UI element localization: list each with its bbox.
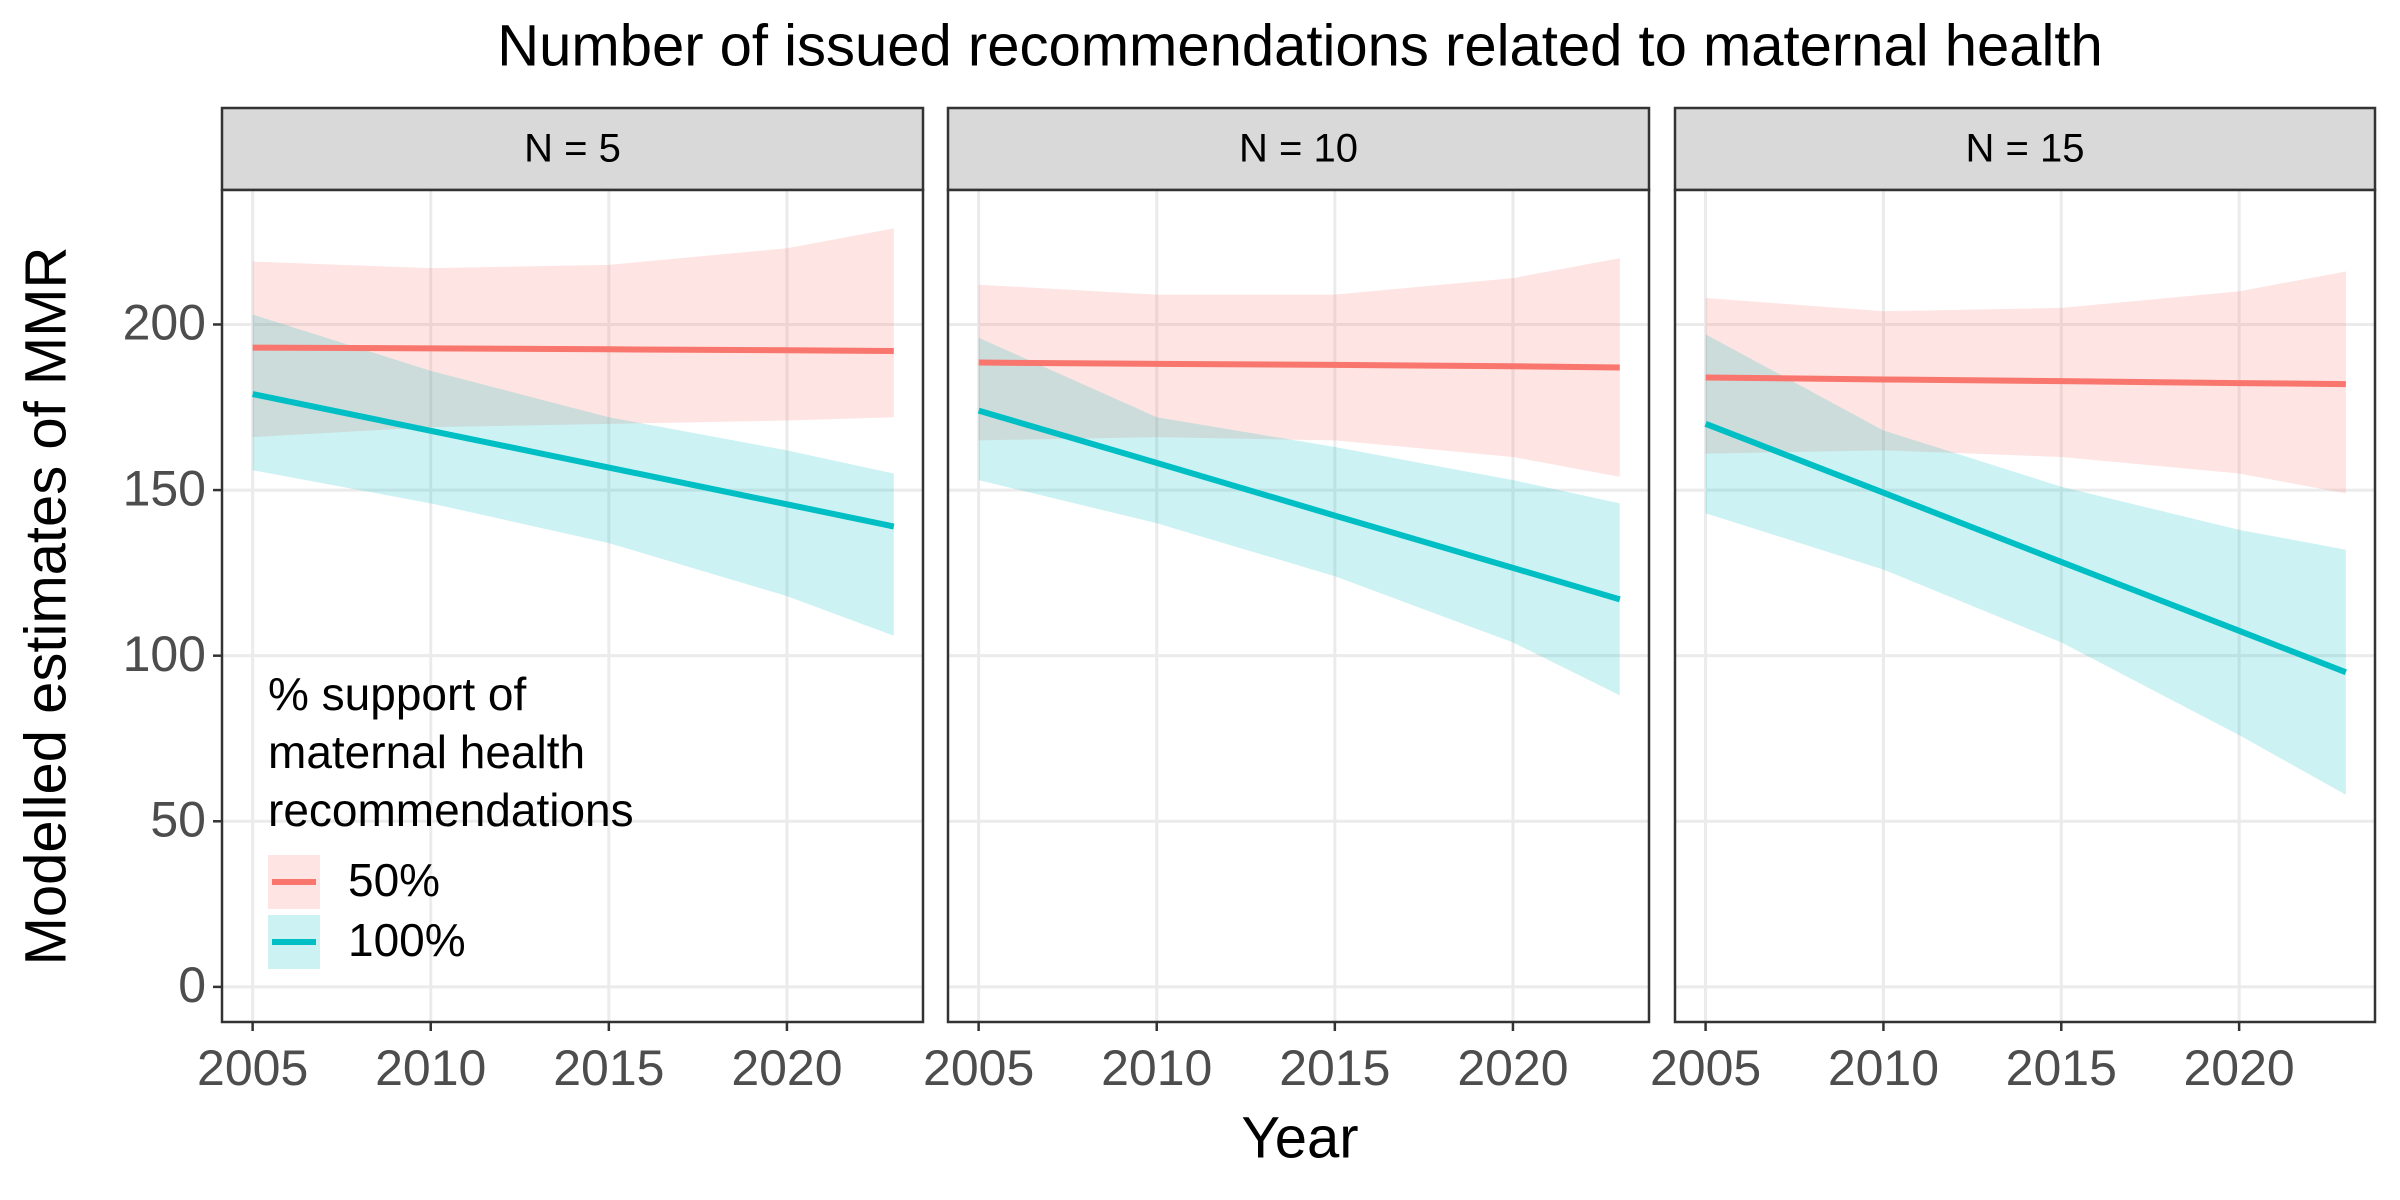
trend-line — [1705, 374, 2346, 388]
x-tick-label: 2020 — [1457, 1040, 1568, 1096]
trend-line — [977, 407, 1621, 603]
y-tick-label: 50 — [150, 791, 206, 847]
confidence-ribbon — [978, 337, 1620, 696]
legend-label: 50% — [348, 854, 440, 906]
x-tick-label: 2020 — [731, 1040, 842, 1096]
y-axis-title: Modelled estimates of MMR — [13, 247, 78, 966]
panel-background — [222, 190, 923, 1022]
x-tick-label: 2010 — [375, 1040, 486, 1096]
trend-line — [1704, 421, 2347, 676]
x-tick-label: 2015 — [2006, 1040, 2117, 1096]
panel-background — [948, 190, 1649, 1022]
trend-line — [252, 344, 894, 354]
legend-title: maternal health — [268, 726, 585, 778]
y-tick-label: 150 — [123, 460, 206, 516]
trend-line — [252, 391, 895, 530]
facet-strip — [946, 106, 1651, 192]
x-tick-label: 2010 — [1101, 1040, 1212, 1096]
legend-title: % support of — [268, 668, 526, 720]
x-tick-label: 2015 — [1279, 1040, 1390, 1096]
legend-title: recommendations — [268, 784, 634, 836]
x-tick-label: 2005 — [923, 1040, 1034, 1096]
panel-border — [946, 188, 1651, 1024]
trend-line — [978, 359, 1620, 371]
panel-border — [1673, 188, 2377, 1024]
x-tick-label: 2010 — [1828, 1040, 1939, 1096]
x-tick-label: 2020 — [2184, 1040, 2295, 1096]
legend-label: 100% — [348, 914, 466, 966]
confidence-ribbon — [1705, 334, 2346, 795]
panel-border — [220, 188, 925, 1024]
facet-label: N = 15 — [1966, 127, 2085, 171]
x-tick-label: 2005 — [197, 1040, 308, 1096]
x-axis-title: Year — [1241, 1105, 1358, 1170]
facet-strip — [220, 106, 925, 192]
x-tick-label: 2005 — [1650, 1040, 1761, 1096]
facet-label: N = 5 — [524, 127, 621, 171]
y-tick-label: 0 — [178, 957, 206, 1013]
panel-background — [1675, 190, 2375, 1022]
facet-label: N = 10 — [1239, 127, 1358, 171]
confidence-ribbon — [252, 314, 894, 636]
y-tick-label: 100 — [123, 626, 206, 682]
confidence-ribbon — [252, 228, 894, 438]
chart-title: Number of issued recommendations related… — [497, 13, 2103, 78]
x-tick-label: 2015 — [553, 1040, 664, 1096]
y-tick-label: 200 — [123, 295, 206, 351]
facet-strip — [1673, 106, 2377, 192]
